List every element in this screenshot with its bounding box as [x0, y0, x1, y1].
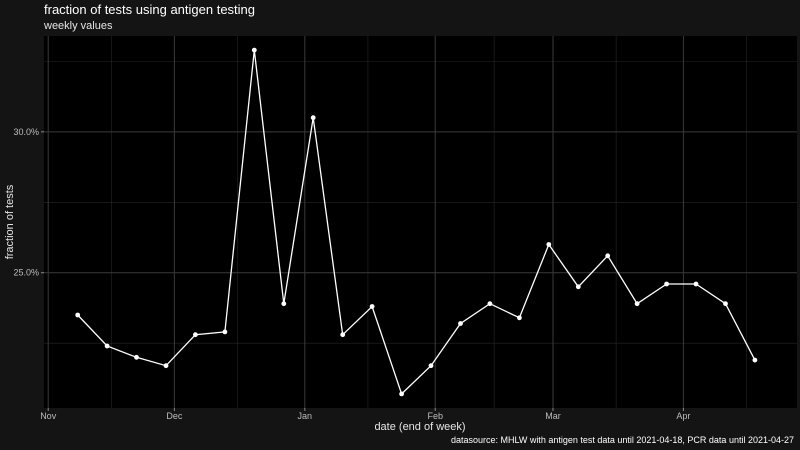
data-point	[723, 301, 728, 307]
series-line	[77, 50, 756, 396]
y-axis-title: fraction of tests	[4, 184, 16, 259]
x-tick-label: Apr	[676, 411, 690, 421]
chart-subtitle: weekly values	[43, 20, 113, 32]
data-point	[340, 332, 346, 338]
data-point	[193, 332, 198, 338]
data-point	[251, 47, 257, 53]
y-axis-ticks: 25.0% 30.0%	[13, 127, 44, 278]
plot-panel	[44, 36, 797, 408]
data-point	[163, 363, 169, 369]
x-tick-label: Nov	[40, 411, 57, 421]
data-source-caption: datasource: MHLW with antigen test data …	[451, 435, 794, 445]
data-point	[664, 281, 669, 287]
data-point	[104, 343, 110, 349]
data-point	[487, 301, 493, 307]
data-point	[605, 253, 611, 259]
data-point	[281, 301, 287, 307]
x-tick-label: Dec	[166, 411, 183, 421]
data-point	[428, 363, 434, 369]
x-tick-label: Jan	[298, 411, 313, 421]
y-tick-label: 25.0%	[13, 268, 39, 278]
data-point	[134, 354, 139, 360]
x-tick-label: Feb	[427, 411, 443, 421]
x-tick-label: Mar	[545, 411, 561, 421]
data-point	[310, 115, 316, 121]
data-point	[458, 321, 463, 326]
data-point	[634, 301, 640, 307]
y-tick-label: 30.0%	[13, 127, 39, 137]
data-point	[693, 281, 699, 287]
x-axis-ticks: Nov Dec Jan Feb Mar Apr	[40, 408, 690, 421]
data-point	[546, 242, 552, 247]
data-point	[75, 312, 81, 318]
data-point	[752, 357, 758, 363]
minor-gridlines	[44, 36, 797, 408]
x-axis-title: date (end of week)	[374, 421, 465, 433]
data-point	[575, 284, 581, 290]
data-point	[222, 329, 228, 335]
data-point	[399, 391, 404, 397]
data-points	[75, 47, 758, 397]
data-point	[369, 304, 375, 309]
chart-title: fraction of tests using antigen testing	[44, 2, 255, 17]
major-gridlines	[44, 36, 797, 408]
data-point	[517, 315, 522, 321]
